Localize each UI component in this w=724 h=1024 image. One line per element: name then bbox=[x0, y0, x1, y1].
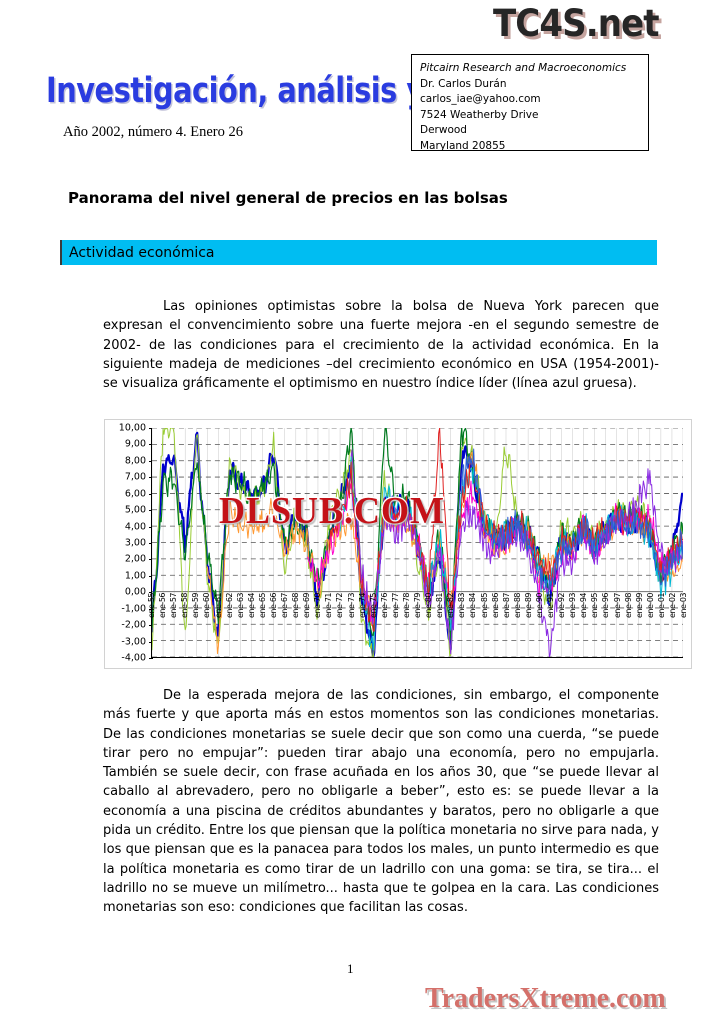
chart-x-tick: ene-01 bbox=[656, 593, 666, 619]
chart-y-tick: 0,00 bbox=[124, 586, 146, 598]
chart-x-tick: ene-68 bbox=[291, 593, 301, 619]
chart-x-tick: ene-59 bbox=[191, 593, 201, 619]
tc4s-site-watermark: TC4S.net bbox=[493, 2, 659, 45]
chart-y-tick: -4,00 bbox=[121, 652, 146, 664]
chart-x-tick: ene-81 bbox=[435, 593, 445, 619]
dlsub-watermark: DLSUB.COM bbox=[218, 488, 446, 533]
masthead-issue-line: Año 2002, número 4. Enero 26 bbox=[63, 124, 244, 140]
chart-y-tick: 1,00 bbox=[124, 570, 146, 582]
paragraph-1: Las opiniones optimistas sobre la bolsa … bbox=[103, 299, 659, 392]
chart-x-tick: ene-64 bbox=[246, 593, 256, 619]
chart-x-tick: ene-60 bbox=[202, 593, 212, 619]
chart-x-tick: ene-66 bbox=[268, 593, 278, 619]
article-title: Panorama del nivel general de precios en… bbox=[68, 189, 508, 207]
address-state-zip: Maryland 20855 bbox=[420, 139, 506, 152]
chart-series-svg bbox=[152, 428, 683, 657]
chart-y-tick: -2,00 bbox=[121, 619, 146, 631]
chart-x-tick: ene-82 bbox=[446, 593, 456, 619]
chart-x-tick: ene-74 bbox=[357, 593, 367, 619]
chart-x-tick: ene-88 bbox=[512, 593, 522, 619]
chart-y-tick-mark bbox=[149, 658, 153, 659]
chart-x-tick: ene-99 bbox=[634, 593, 644, 619]
chart-x-tick: ene-87 bbox=[501, 593, 511, 619]
chart-y-tick: 8,00 bbox=[124, 455, 146, 467]
chart-series-serie-azul-medio bbox=[461, 448, 683, 605]
address-city: Derwood bbox=[420, 124, 467, 136]
chart-x-tick: ene-61 bbox=[213, 593, 223, 619]
chart-y-axis: 10,00 9,00 8,00 7,00 6,00 5,00 4,00 3,00 2,00 1,0… bbox=[105, 420, 153, 666]
page-number: 1 bbox=[347, 961, 354, 976]
chart-x-tick: ene-02 bbox=[667, 593, 677, 619]
paragraph-2: De la esperada mejora de las condiciones… bbox=[103, 688, 659, 916]
chart-x-tick: ene-95 bbox=[590, 593, 600, 619]
chart-x-tick: ene-77 bbox=[390, 593, 400, 619]
chart-y-tick: 4,00 bbox=[124, 521, 146, 533]
chart-x-tick: ene-86 bbox=[490, 593, 500, 619]
chart-x-tick: ene-75 bbox=[368, 593, 378, 619]
chart-x-tick: ene-70 bbox=[313, 593, 323, 619]
chart-x-tick: ene-69 bbox=[302, 593, 312, 619]
chart-x-tick: ene-85 bbox=[479, 593, 489, 619]
chart-x-tick: ene-71 bbox=[324, 593, 334, 619]
chart-x-tick: ene-79 bbox=[413, 593, 422, 619]
chart-x-tick: ene-80 bbox=[424, 593, 434, 619]
address-name: Dr. Carlos Durán bbox=[420, 77, 507, 90]
chart-y-tick: -1,00 bbox=[121, 603, 146, 615]
chart-x-tick: ene-98 bbox=[623, 593, 633, 619]
chart-x-tick: ene-93 bbox=[568, 593, 578, 619]
chart-x-tick: ene-72 bbox=[335, 593, 345, 619]
chart-x-tick: ene-83 bbox=[457, 593, 467, 619]
chart-y-tick: 3,00 bbox=[124, 537, 146, 549]
contact-address-box: Pitcairn Research and Macroeconomics Dr.… bbox=[411, 54, 649, 152]
chart-x-tick: ene-67 bbox=[280, 593, 289, 619]
chart-x-tick: ene-76 bbox=[379, 593, 389, 619]
address-organization: Pitcairn Research and Macroeconomics bbox=[420, 62, 627, 74]
chart-x-tick: ene-00 bbox=[645, 593, 655, 619]
chart-x-tick: ene-73 bbox=[346, 593, 356, 619]
chart-y-tick: 9,00 bbox=[124, 438, 146, 450]
chart-x-tick: ene-96 bbox=[601, 593, 611, 619]
chart-y-tick: 6,00 bbox=[124, 488, 146, 500]
chart-y-tick: -3,00 bbox=[121, 636, 146, 648]
chart-x-tick: ene-92 bbox=[557, 593, 567, 619]
chart-x-tick: ene-55 bbox=[147, 593, 156, 619]
tradersxtreme-site-logo: TradersXtreme.com bbox=[424, 982, 666, 1015]
chart-x-tick: ene-56 bbox=[158, 593, 168, 619]
chart-x-tick: ene-84 bbox=[468, 593, 478, 619]
chart-x-tick: ene-97 bbox=[612, 593, 622, 619]
chart-x-tick: ene-62 bbox=[224, 593, 234, 619]
section-heading-bar: Actividad económica bbox=[60, 240, 657, 265]
chart-x-tick: ene-65 bbox=[257, 593, 267, 619]
chart-x-tick: ene-63 bbox=[235, 593, 245, 619]
chart-x-tick: ene-91 bbox=[546, 593, 555, 619]
chart-y-tick: 10,00 bbox=[118, 422, 146, 434]
chart-y-tick: 2,00 bbox=[124, 553, 146, 565]
address-email: carlos_iae@yahoo.com bbox=[420, 93, 541, 105]
chart-x-tick: ene-94 bbox=[579, 593, 589, 619]
address-street: 7524 Weatherby Drive bbox=[420, 108, 539, 121]
chart-plot-area bbox=[151, 428, 683, 658]
chart-x-tick: ene-78 bbox=[401, 593, 411, 619]
chart-x-tick: ene-89 bbox=[523, 593, 533, 619]
section-heading-label: Actividad económica bbox=[69, 244, 215, 261]
economic-growth-chart: 10,00 9,00 8,00 7,00 6,00 5,00 4,00 3,00 2,00 1,0… bbox=[104, 419, 692, 669]
chart-x-tick: ene-90 bbox=[534, 593, 544, 619]
chart-x-tick: ene-57 bbox=[169, 593, 179, 619]
chart-y-tick: 5,00 bbox=[124, 504, 146, 516]
chart-x-tick: ene-58 bbox=[180, 593, 190, 619]
chart-y-tick: 7,00 bbox=[124, 471, 146, 483]
chart-x-tick: ene-03 bbox=[679, 593, 688, 619]
chart-x-axis: ene-55 ene-56 ene-57 ene-58 ene-59 ene-60 ene-… bbox=[147, 420, 688, 650]
chart-series-serie-verde-claro bbox=[152, 428, 683, 657]
